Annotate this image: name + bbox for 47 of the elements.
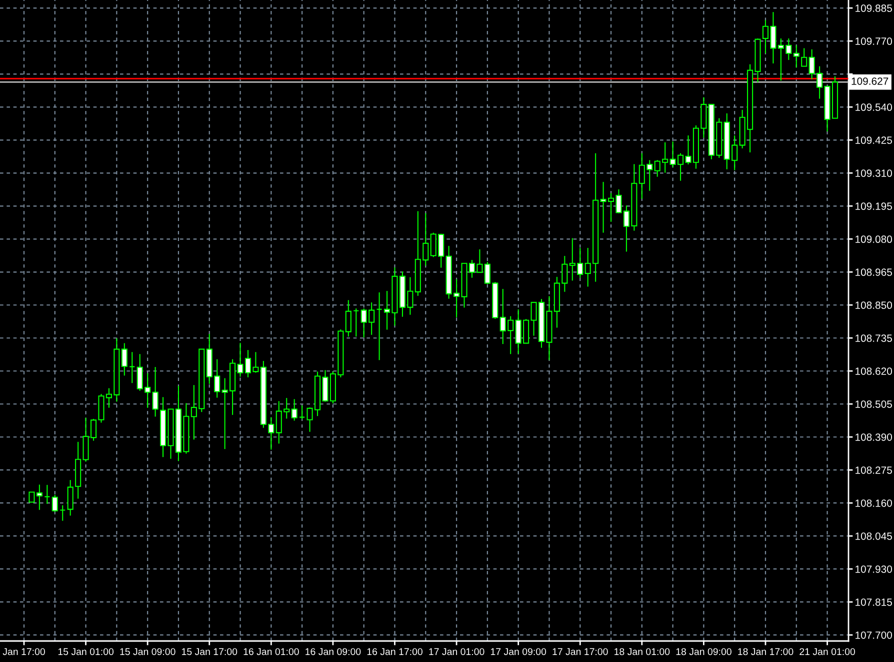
- y-tick-label: 108.390: [856, 433, 892, 441]
- candlestick: [345, 300, 352, 338]
- y-tick-label: 108.735: [856, 334, 892, 342]
- ref-line-label: 109.627: [852, 77, 888, 85]
- x-tick-label: 18 Jan 17:00: [738, 648, 794, 656]
- y-tick-label: 107.930: [856, 565, 892, 573]
- candlestick: [801, 48, 808, 67]
- y-tick-label: 108.045: [856, 532, 892, 540]
- x-tick-label: 16 Jan 17:00: [367, 648, 422, 656]
- x-tick-label: 18 Jan 01:00: [614, 648, 670, 656]
- x-tick-label: 17 Jan 01:00: [429, 648, 484, 656]
- y-tick-label: 107.815: [856, 598, 892, 606]
- x-tick-label: 15 Jan 17:00: [182, 648, 238, 656]
- y-tick-label: 108.275: [856, 466, 892, 474]
- candlestick: [121, 342, 128, 376]
- x-tick-label: 18 Jan 09:00: [676, 648, 732, 656]
- candlestick: [52, 494, 58, 512]
- y-tick-label: 108.850: [856, 302, 892, 309]
- y-tick-label: 109.540: [856, 104, 892, 111]
- y-tick-label: 108.160: [856, 499, 892, 507]
- candlestick: [60, 504, 66, 522]
- y-tick-label: 109.425: [856, 136, 892, 144]
- x-tick-label: Jan 17:00: [2, 648, 45, 656]
- x-tick-label: 16 Jan 09:00: [306, 648, 361, 656]
- y-tick-label: 109.080: [856, 236, 892, 243]
- y-tick-label: 109.770: [856, 38, 892, 45]
- x-tick-label: 17 Jan 09:00: [490, 648, 546, 656]
- candlestick: [793, 44, 800, 68]
- candlestick: [376, 292, 382, 361]
- candlestick: [299, 404, 306, 420]
- x-tick-label: 16 Jan 01:00: [244, 648, 299, 656]
- y-tick-label: 109.195: [856, 202, 892, 210]
- x-tick-label: 21 Jan 01:00: [800, 648, 856, 656]
- y-tick-label: 107.700: [856, 631, 892, 639]
- candlestick: [129, 352, 136, 384]
- y-tick-label: 108.620: [856, 368, 892, 375]
- candlestick: [291, 398, 298, 422]
- candlestick: [353, 308, 360, 338]
- y-tick-label: 108.965: [856, 268, 892, 276]
- candlestick: [44, 484, 50, 504]
- x-tick-label: 15 Jan 09:00: [120, 648, 176, 656]
- y-tick-label: 109.885: [856, 4, 892, 12]
- candlestick: [152, 366, 158, 418]
- x-tick-label: 15 Jan 01:00: [58, 648, 114, 656]
- y-tick-label: 109.310: [856, 170, 892, 177]
- x-tick-label: 17 Jan 17:00: [552, 648, 608, 656]
- y-tick-label: 108.505: [856, 400, 892, 408]
